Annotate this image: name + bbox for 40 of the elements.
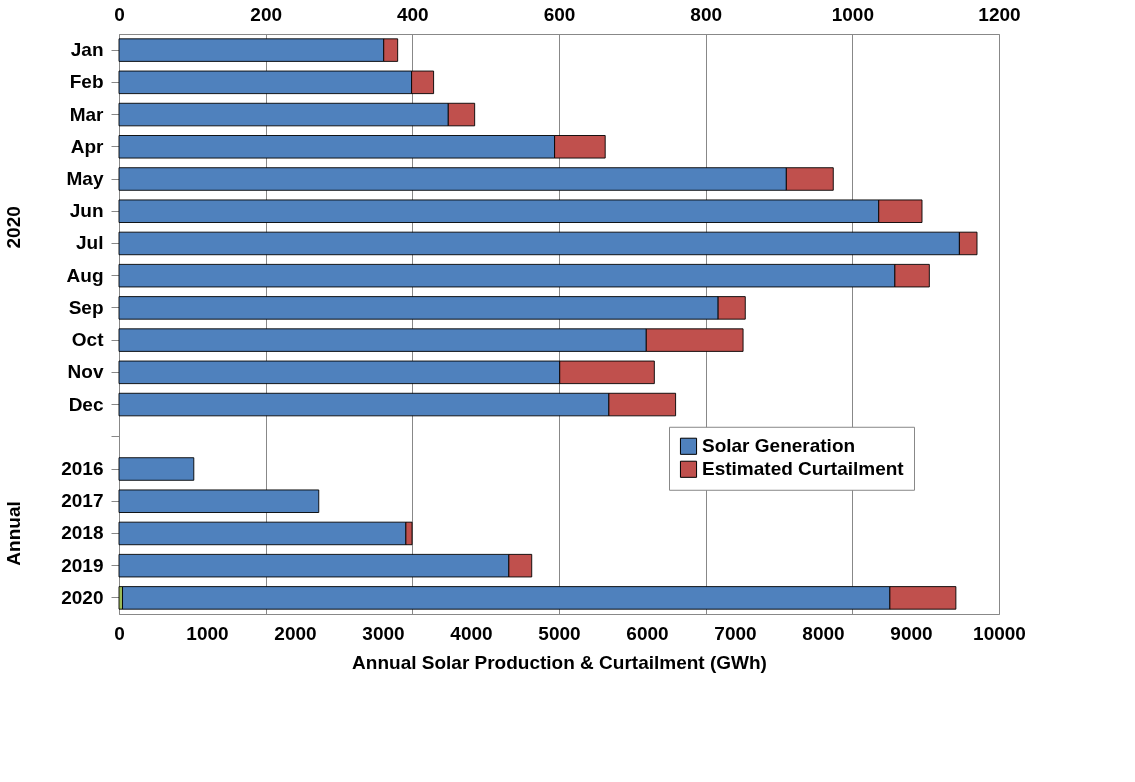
x-tick-label: 10000 [973,622,1026,644]
y-tick-label: 2019 [61,554,104,576]
y-tick-label: Apr [70,135,105,157]
x2-tick-label: 0 [114,3,125,25]
y-tick-label: Oct [71,329,105,351]
y-tick-label: 2016 [61,458,104,479]
x2-tick-label: 1000 [831,3,874,25]
y-tick-label: Jan [70,39,104,61]
x-tick-label: 4000 [450,622,493,644]
y-tick-label: Sep [68,296,104,318]
x-axis-title: Annual Solar Production & Curtailment (GWh) [352,651,767,673]
x-tick-label: 8000 [802,622,845,644]
text: Annual [3,501,24,566]
x-tick-label: 9000 [890,622,933,644]
y-tick-label: Jun [69,200,104,222]
y-tick-label: Feb [69,71,104,93]
legend-label: Solar Generation [702,435,856,457]
y-tick-label: Dec [68,393,104,415]
x2-tick-label: 200 [250,3,283,25]
x2-tick-label: 800 [690,3,723,25]
text: 2020 [3,206,24,249]
x-tick-label: 0 [114,622,125,644]
legend-label: Estimated Curtailment [702,458,905,480]
y-tick-label: 2020 [61,586,104,608]
x-tick-label: 5000 [538,622,581,644]
y-tick-label: Jul [76,232,104,254]
x-tick-label: 1000 [186,622,229,644]
y-tick-label: 2017 [61,490,104,512]
x2-tick-label: 400 [396,3,429,25]
y-tick-label: Nov [67,361,104,383]
x2-tick-label: 1200 [978,3,1021,25]
y-tick-label: May [66,168,104,189]
x-tick-label: 6000 [626,622,669,644]
x2-tick-label: 600 [543,3,576,25]
y-tick-label: 2018 [61,522,104,544]
x-tick-label: 3000 [362,622,405,644]
x-tick-label: 2000 [274,622,317,644]
y-tick-label: Aug [66,264,104,286]
x-tick-label: 7000 [714,622,757,644]
y-tick-label: Mar [69,103,105,125]
